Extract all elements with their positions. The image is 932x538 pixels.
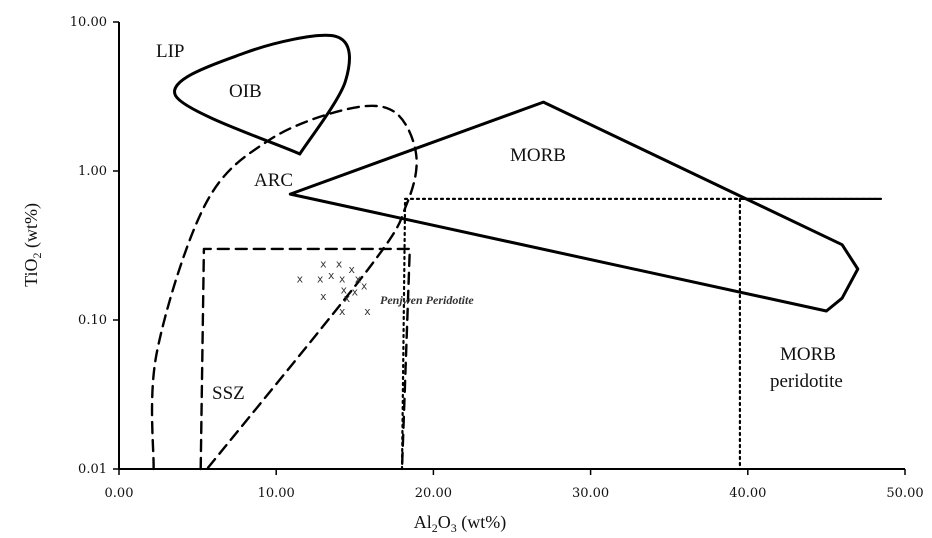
region-label-morb-peridotite-2: peridotite bbox=[770, 371, 843, 392]
region-label-arc: ARC bbox=[254, 170, 293, 191]
x-tick-label: 0.00 bbox=[105, 486, 134, 501]
x-tick-label: 20.00 bbox=[415, 486, 452, 501]
data-point-x-marker: x bbox=[340, 284, 347, 297]
y-axis-title: TiO2 (wt%) bbox=[21, 203, 44, 287]
region-outlines bbox=[150, 33, 883, 471]
x-tick-label: 30.00 bbox=[572, 486, 609, 501]
region-label-oib: OIB bbox=[229, 81, 262, 102]
region-outline-arc bbox=[150, 104, 418, 471]
data-point-x-marker: x bbox=[361, 280, 368, 293]
data-point-x-marker: x bbox=[339, 272, 346, 285]
data-point-x-marker: x bbox=[328, 269, 335, 282]
data-point-x-marker: x bbox=[317, 272, 324, 285]
region-outline-morb bbox=[288, 100, 860, 313]
region-label-lip: LIP bbox=[156, 41, 185, 62]
y-tick-label: 10.00 bbox=[70, 15, 107, 30]
data-point-x-marker: x bbox=[348, 263, 355, 276]
x-axis-title: Al2O3 (wt%) bbox=[414, 512, 506, 535]
data-point-x-marker: x bbox=[364, 305, 371, 318]
region-label-morb-peridotite-1: MORB bbox=[780, 344, 836, 365]
region-outline-lip bbox=[173, 33, 351, 156]
data-point-x-marker: x bbox=[336, 257, 343, 270]
data-point-x-marker: x bbox=[355, 272, 362, 285]
data-point-x-marker: x bbox=[296, 272, 303, 285]
x-tick-label: 10.00 bbox=[258, 486, 295, 501]
x-ticks: 0.00 10.00 20.00 30.00 40.00 50.00 bbox=[105, 469, 924, 501]
region-label-ssz: SSZ bbox=[212, 383, 245, 404]
data-point-x-marker: x bbox=[320, 290, 327, 303]
data-point-x-marker: x bbox=[320, 257, 327, 270]
region-label-morb: MORB bbox=[510, 145, 566, 166]
y-tick-label: 0.10 bbox=[78, 313, 107, 328]
data-point-x-marker: x bbox=[339, 305, 346, 318]
series-label-penjwen: Penjwen Peridotite bbox=[380, 293, 474, 307]
x-tick-label: 50.00 bbox=[886, 486, 923, 501]
y-ticks: 0.01 0.10 1.00 10.00 bbox=[70, 15, 119, 477]
x-tick-label: 40.00 bbox=[729, 486, 766, 501]
region-outline-morb-peridotite bbox=[400, 197, 883, 471]
region-outline-ssz bbox=[199, 247, 411, 471]
data-point-x-marker: x bbox=[344, 292, 351, 305]
y-tick-label: 1.00 bbox=[78, 164, 107, 179]
y-tick-label: 0.01 bbox=[78, 462, 107, 477]
data-point-x-marker: x bbox=[351, 286, 358, 299]
